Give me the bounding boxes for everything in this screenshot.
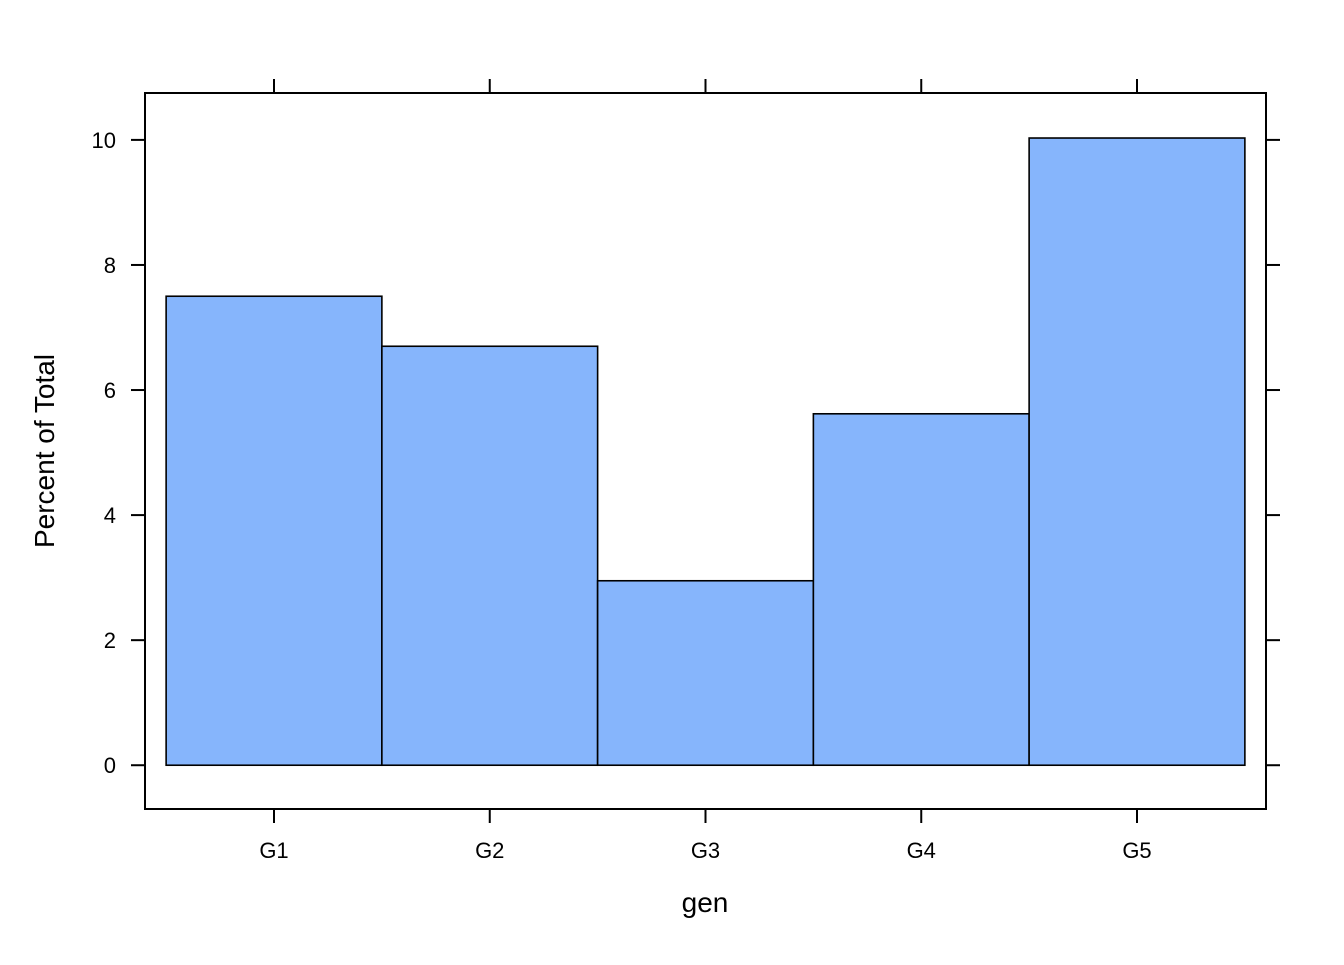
y-tick-label-2: 2	[104, 628, 116, 653]
bars-group	[165, 137, 1246, 767]
y-tick-label-10: 10	[92, 128, 116, 153]
y-tick-label-4: 4	[104, 503, 116, 528]
x-tick-label-g1: G1	[259, 838, 288, 863]
y-axis-title: Percent of Total	[29, 354, 60, 548]
bar-g5	[1028, 137, 1246, 767]
bar-g4	[812, 412, 1030, 767]
x-tick-label-g3: G3	[691, 838, 720, 863]
y-tick-label-8: 8	[104, 253, 116, 278]
y-axis-ticks: 0 2 4 6 8 10	[92, 128, 1280, 778]
y-tick-label-6: 6	[104, 378, 116, 403]
x-tick-label-g2: G2	[475, 838, 504, 863]
y-tick-label-0: 0	[104, 753, 116, 778]
x-axis-ticks: G1 G2 G3 G4 G5	[259, 79, 1152, 863]
x-tick-label-g5: G5	[1122, 838, 1151, 863]
bar-g1	[165, 295, 383, 767]
x-axis-title: gen	[682, 887, 729, 918]
bar-g3	[596, 579, 815, 767]
x-tick-label-g4: G4	[907, 838, 936, 863]
bar-g2	[381, 345, 599, 767]
